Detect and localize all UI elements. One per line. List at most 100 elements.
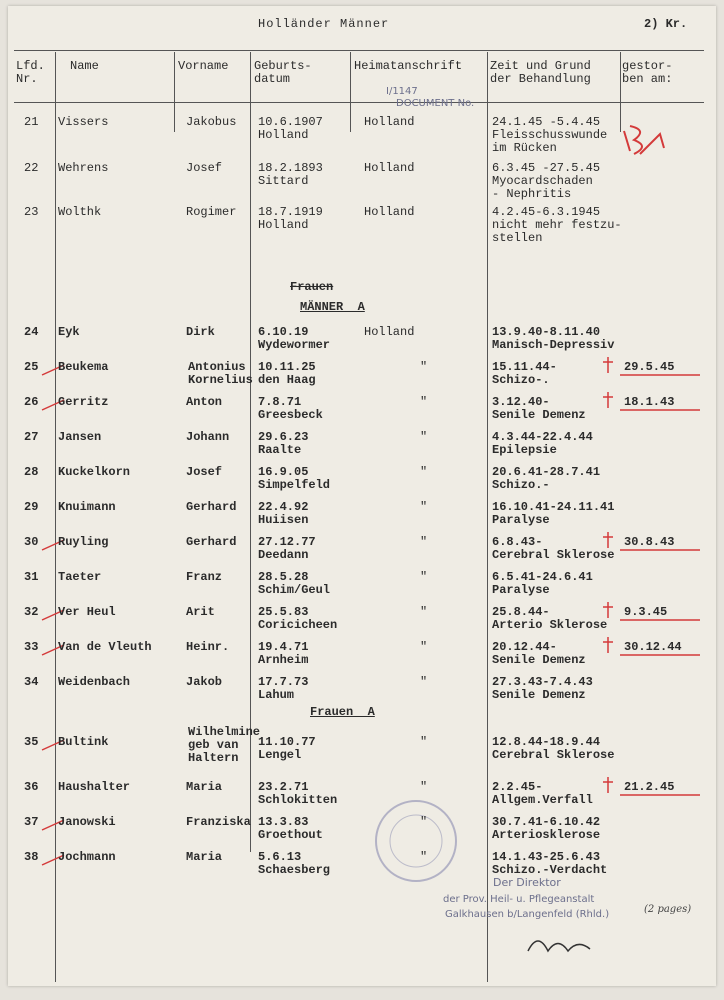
column-header: gestor- ben am: [622,59,673,86]
red-tick [41,819,65,831]
cell-heimat: " [420,430,428,444]
cell-name: Janowski [58,815,116,829]
annotations [41,125,700,953]
column-header: Vorname [178,59,229,73]
cell-heimat: Holland [364,161,415,175]
cell-gestorben: 30.12.44 [624,640,682,654]
column-rule [487,52,488,982]
cell-name: Wehrens [58,161,109,175]
cell-behandlung: 27.3.43-7.4.43 Senile Demenz [492,675,593,702]
red-tick [41,739,65,751]
footer-line: der Prov. Heil- u. Pflegeanstalt [443,894,595,905]
cell-vorname: Franziska [186,815,251,829]
column-header: Name [70,59,99,73]
rule [14,50,704,51]
cell-nr: 26 [24,395,39,409]
red-tick [41,364,65,376]
cell-nr: 21 [24,115,39,129]
cell-nr: 31 [24,570,39,584]
column-header: Geburts- datum [254,59,312,86]
cell-vorname: Dirk [186,325,215,339]
cell-behandlung: 2.2.45- Allgem.Verfall [492,780,593,807]
cell-name: Kuckelkorn [58,465,131,479]
cell-heimat: " [420,735,428,749]
cell-vorname: Maria [186,850,223,864]
cell-vorname: Josef [186,161,223,175]
cell-behandlung: 6.5.41-24.6.41 Paralyse [492,570,593,597]
cell-geburt: 6.10.19 Wydewormer [258,325,331,352]
cell-geburt: 16.9.05 Simpelfeld [258,465,331,492]
cell-name: Gerritz [58,395,109,409]
cell-geburt: 18.2.1893 Sittard [258,161,323,188]
sheet: Holländer Männer 2) Kr. I/1147 DOCUMENT … [8,6,716,986]
cell-heimat: Holland [364,205,415,219]
cell-nr: 35 [24,735,39,749]
cell-heimat: " [420,850,428,864]
cell-heimat: " [420,570,428,584]
cell-behandlung: 15.11.44- Schizo-. [492,360,557,387]
cell-behandlung: 30.7.41-6.10.42 Arteriosklerose [492,815,601,842]
column-rule [174,52,175,132]
column-rule [620,52,621,132]
cell-nr: 33 [24,640,39,654]
cell-heimat: " [420,605,428,619]
cell-geburt: 18.7.1919 Holland [258,205,323,232]
cell-heimat: " [420,535,428,549]
cell-vorname: Anton [186,395,223,409]
cell-heimat: Holland [364,115,415,129]
page-number: 2) Kr. [644,17,688,31]
red-tick [41,539,65,551]
cell-gestorben: 9.3.45 [624,605,668,619]
footer-line: Der Direktor [493,876,561,889]
cell-vorname: Franz [186,570,223,584]
cell-nr: 32 [24,605,39,619]
cell-name: Vissers [58,115,109,129]
cell-vorname: Gerhard [186,500,237,514]
cell-behandlung: 24.1.45 -5.4.45 Fleisschusswunde im Rück… [492,115,608,155]
cell-behandlung: 4.2.45-6.3.1945 nicht mehr festzu- stell… [492,205,622,245]
cell-geburt: 29.6.23 Raalte [258,430,309,457]
section-heading: Frauen A [310,705,375,719]
cell-name: Wolthk [58,205,102,219]
cell-name: Jansen [58,430,102,444]
stamp-circle [375,800,457,882]
red-tick [41,854,65,866]
cell-geburt: 17.7.73 Lahum [258,675,309,702]
column-header: Heimatanschrift [354,59,463,73]
cell-heimat: " [420,360,428,374]
cell-name: Van de Vleuth [58,640,152,654]
cell-heimat: " [420,395,428,409]
stamp-label: DOCUMENT No. [396,98,475,109]
cell-nr: 28 [24,465,39,479]
cell-name: Jochmann [58,850,116,864]
cell-vorname: Arit [186,605,215,619]
cell-behandlung: 4.3.44-22.4.44 Epilepsie [492,430,593,457]
cell-nr: 25 [24,360,39,374]
cell-heimat: " [420,675,428,689]
cell-name: Ruyling [58,535,109,549]
column-header: Lfd. Nr. [16,59,45,86]
cell-geburt: 27.12.77 Deedann [258,535,316,562]
column-rule [250,52,251,852]
cell-nr: 30 [24,535,39,549]
cell-geburt: 10.11.25 den Haag [258,360,316,387]
cell-heimat: " [420,500,428,514]
cell-vorname: Rogimer [186,205,237,219]
cell-nr: 36 [24,780,39,794]
cell-behandlung: 6.8.43- Cerebral Sklerose [492,535,615,562]
footer-line: Galkhausen b/Langenfeld (Rhld.) [445,909,610,920]
red-tick [41,399,65,411]
cell-nr: 23 [24,205,39,219]
cell-geburt: 11.10.77 Lengel [258,735,316,762]
cell-behandlung: 6.3.45 -27.5.45 Myocardschaden - Nephrit… [492,161,601,201]
cell-behandlung: 14.1.43-25.6.43 Schizo.-Verdacht [492,850,608,877]
cell-heimat: " [420,640,428,654]
cell-nr: 37 [24,815,39,829]
cell-name: Haushalter [58,780,131,794]
cell-behandlung: 16.10.41-24.11.41 Paralyse [492,500,615,527]
cell-vorname: Jakobus [186,115,237,129]
cell-name: Ver Heul [58,605,116,619]
column-rule [350,52,351,132]
cell-name: Bultink [58,735,109,749]
